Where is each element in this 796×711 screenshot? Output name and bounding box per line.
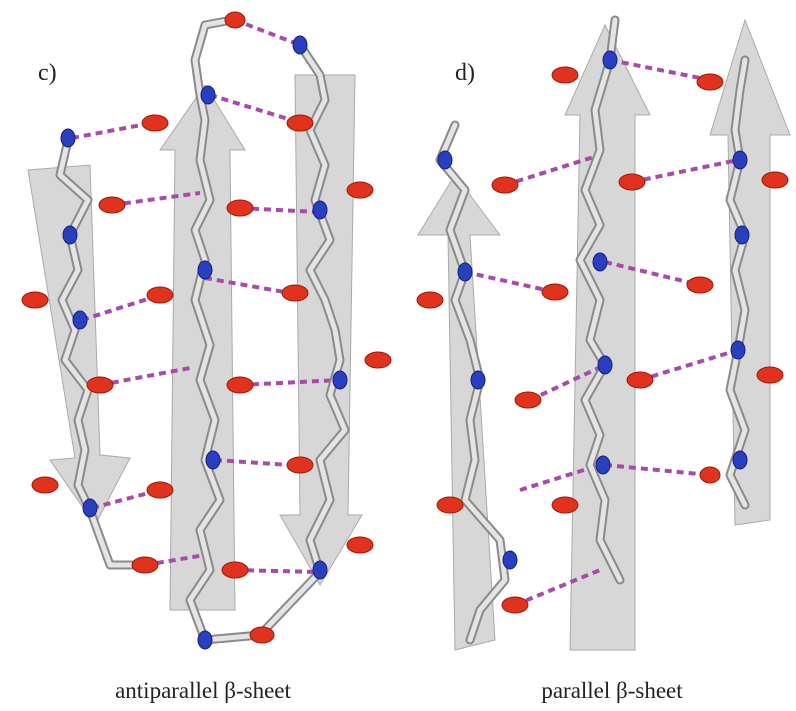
- panel-caption: parallel β-sheet: [541, 678, 683, 703]
- panel-label: c): [38, 60, 57, 86]
- panel-label: d): [455, 60, 475, 86]
- panel-caption: antiparallel β-sheet: [115, 678, 291, 703]
- figure: c) d) antiparallel β-sheet parallel β-sh…: [0, 0, 796, 711]
- oxygen-atoms: [22, 12, 788, 643]
